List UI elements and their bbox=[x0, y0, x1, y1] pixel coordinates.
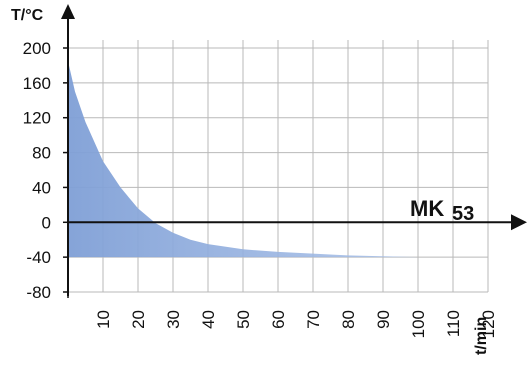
model-label: MK bbox=[410, 196, 444, 221]
x-tick-label: 100 bbox=[409, 310, 428, 338]
y-tick-label: 40 bbox=[32, 178, 51, 197]
y-tick-label: 160 bbox=[23, 74, 51, 93]
y-tick-label: 0 bbox=[42, 213, 51, 232]
x-tick-label: 90 bbox=[374, 310, 393, 329]
x-tick-label: 110 bbox=[444, 310, 463, 337]
y-tick-label: -40 bbox=[26, 248, 51, 267]
y-axis-arrow bbox=[61, 4, 75, 19]
x-axis-title: t/min bbox=[473, 317, 490, 355]
x-axis-arrow bbox=[511, 214, 527, 230]
x-tick-label: 80 bbox=[339, 310, 358, 329]
x-tick-label: 60 bbox=[269, 310, 288, 329]
x-tick-label: 40 bbox=[199, 310, 218, 329]
y-axis-title: T/°C bbox=[11, 7, 44, 24]
x-tick-label: 50 bbox=[234, 310, 253, 329]
x-tick-label: 30 bbox=[164, 310, 183, 329]
y-tick-label: 80 bbox=[32, 144, 51, 163]
model-label-sub: 53 bbox=[452, 203, 474, 225]
y-tick-label: 200 bbox=[23, 39, 51, 58]
y-tick-label: 120 bbox=[23, 109, 51, 128]
y-tick-label: -80 bbox=[26, 283, 51, 302]
x-tick-label: 70 bbox=[304, 310, 323, 329]
x-tick-label: 10 bbox=[94, 310, 113, 329]
x-tick-label: 20 bbox=[129, 310, 148, 329]
